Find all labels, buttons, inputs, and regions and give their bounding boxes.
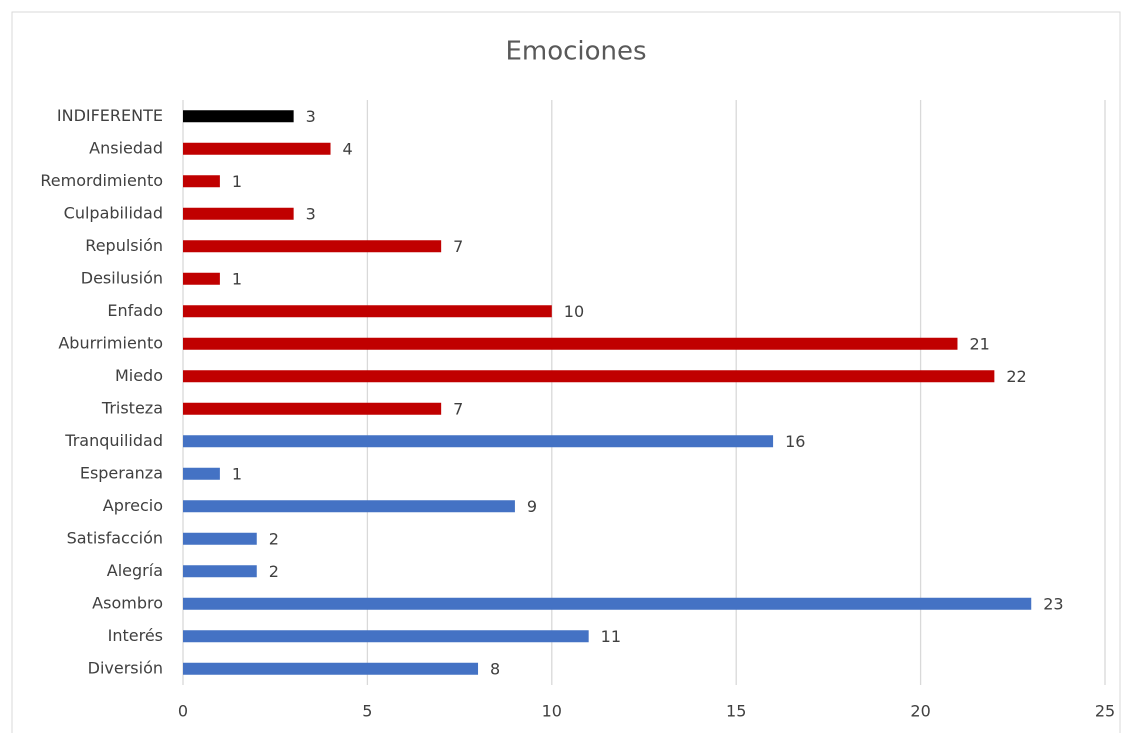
bar [183,175,220,188]
data-label: 11 [601,627,621,646]
bar [183,467,220,480]
y-tick-label: Aprecio [103,496,163,515]
y-tick-label: Enfado [107,301,163,320]
x-tick-label: 5 [362,702,372,721]
y-tick-label: Ansiedad [89,138,163,157]
y-tick-label: Asombro [92,593,163,612]
data-label: 9 [527,497,537,516]
bar [183,207,294,220]
data-label: 2 [269,562,279,581]
y-tick-label: INDIFERENTE [57,106,163,125]
data-label: 21 [969,334,989,353]
chart-title: Emociones [505,37,646,67]
x-tick-label: 25 [1095,702,1115,721]
y-tick-label: Remordimiento [40,171,163,190]
data-label: 8 [490,659,500,678]
bar [183,337,958,350]
bar [183,142,331,155]
bar [183,240,442,253]
y-tick-label: Miedo [115,366,163,385]
data-label: 2 [269,529,279,548]
y-tick-label: Diversión [88,658,163,677]
y-tick-label: Esperanza [80,463,163,482]
y-tick-label: Desilusión [81,268,163,287]
x-tick-label: 20 [910,702,930,721]
data-label: 23 [1043,594,1063,613]
bar [183,435,774,448]
bar [183,305,552,318]
data-label: 1 [232,172,242,191]
data-label: 10 [564,302,584,321]
data-label: 3 [306,204,316,223]
bar [183,370,995,383]
bar [183,272,220,285]
bar [183,402,442,415]
y-tick-label: Interés [108,626,163,645]
data-label: 1 [232,269,242,288]
data-label: 7 [453,237,463,256]
x-tick-label: 0 [178,702,188,721]
bar [183,110,294,123]
bar [183,565,257,578]
y-tick-label: Culpabilidad [64,203,163,222]
data-label: 22 [1006,367,1026,386]
data-label: 1 [232,464,242,483]
y-tick-label: Aburrimiento [58,333,163,352]
x-tick-label: 10 [542,702,562,721]
bar [183,532,257,545]
bar [183,500,515,513]
bar [183,662,479,675]
y-tick-label: Satisfacción [67,528,163,547]
y-tick-label: Alegría [107,561,163,580]
x-tick-label: 15 [726,702,746,721]
bar [183,597,1032,610]
bar [183,630,589,643]
y-tick-label: Tranquilidad [64,431,163,450]
y-tick-label: Tristeza [101,398,163,417]
data-label: 16 [785,432,805,451]
y-tick-label: Repulsión [85,236,163,255]
data-label: 7 [453,399,463,418]
data-label: 4 [343,139,353,158]
data-label: 3 [306,107,316,126]
